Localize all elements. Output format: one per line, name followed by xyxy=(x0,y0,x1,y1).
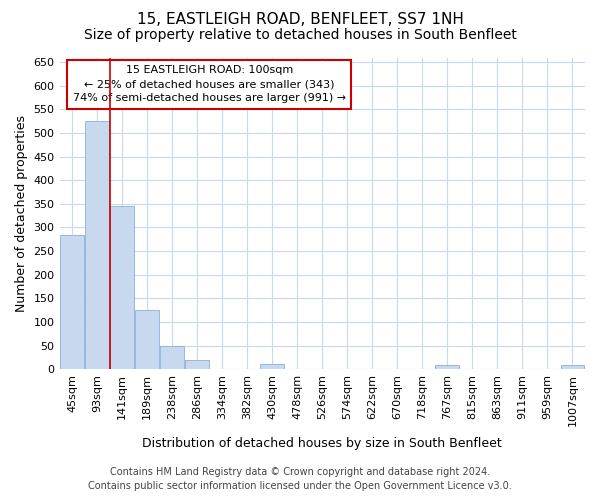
Bar xyxy=(85,121,109,369)
Text: 15, EASTLEIGH ROAD, BENFLEET, SS7 1NH: 15, EASTLEIGH ROAD, BENFLEET, SS7 1NH xyxy=(137,12,463,28)
Y-axis label: Number of detached properties: Number of detached properties xyxy=(15,115,28,312)
Bar xyxy=(135,310,159,369)
Bar xyxy=(560,366,584,369)
Bar xyxy=(185,360,209,369)
Bar xyxy=(436,366,459,369)
Bar xyxy=(160,346,184,369)
Bar xyxy=(110,206,134,369)
Text: Contains HM Land Registry data © Crown copyright and database right 2024.
Contai: Contains HM Land Registry data © Crown c… xyxy=(88,467,512,491)
Bar xyxy=(260,364,284,369)
Text: Size of property relative to detached houses in South Benfleet: Size of property relative to detached ho… xyxy=(83,28,517,42)
X-axis label: Distribution of detached houses by size in South Benfleet: Distribution of detached houses by size … xyxy=(142,437,502,450)
Bar xyxy=(60,234,84,369)
Text: 15 EASTLEIGH ROAD: 100sqm
← 25% of detached houses are smaller (343)
74% of semi: 15 EASTLEIGH ROAD: 100sqm ← 25% of detac… xyxy=(73,66,346,104)
